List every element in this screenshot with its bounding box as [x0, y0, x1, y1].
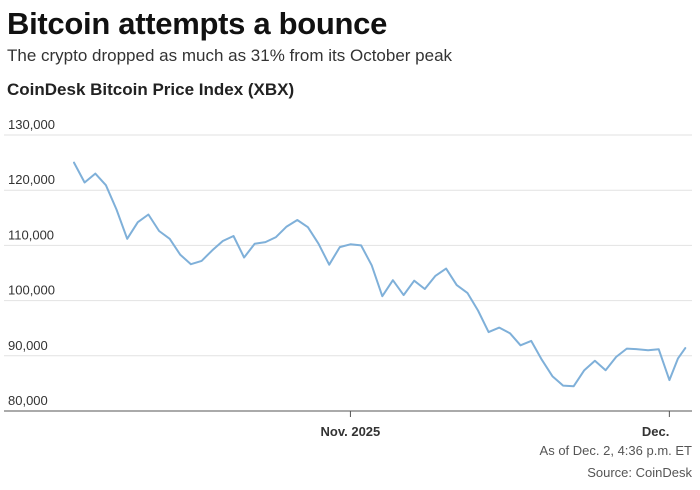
as-of-note: As of Dec. 2, 4:36 p.m. ET	[539, 443, 692, 458]
x-tick-label: Dec.	[642, 424, 669, 439]
y-tick-label: 90,000	[8, 338, 48, 353]
y-tick-label: 130,000	[8, 117, 55, 132]
y-tick-label: 80,000	[8, 393, 48, 408]
source-note: Source: CoinDesk	[587, 465, 692, 480]
x-axis-ticks: Nov. 2025 Dec.	[321, 411, 670, 439]
y-axis-ticks: 130,000 120,000 110,000 100,000 90,000 80,000	[8, 117, 55, 408]
price-series-line	[73, 161, 687, 388]
headline: Bitcoin attempts a bounce	[7, 6, 388, 41]
y-tick-label: 120,000	[8, 172, 55, 187]
y-tick-label: 100,000	[8, 283, 55, 298]
y-tick-label: 110,000	[8, 227, 54, 242]
chart-title: CoinDesk Bitcoin Price Index (XBX)	[7, 80, 295, 99]
x-tick-label: Nov. 2025	[321, 424, 381, 439]
subheadline: The crypto dropped as much as 31% from i…	[7, 46, 453, 65]
price-line-chart: 130,000 120,000 110,000 100,000 90,000 80,000…	[4, 117, 692, 439]
